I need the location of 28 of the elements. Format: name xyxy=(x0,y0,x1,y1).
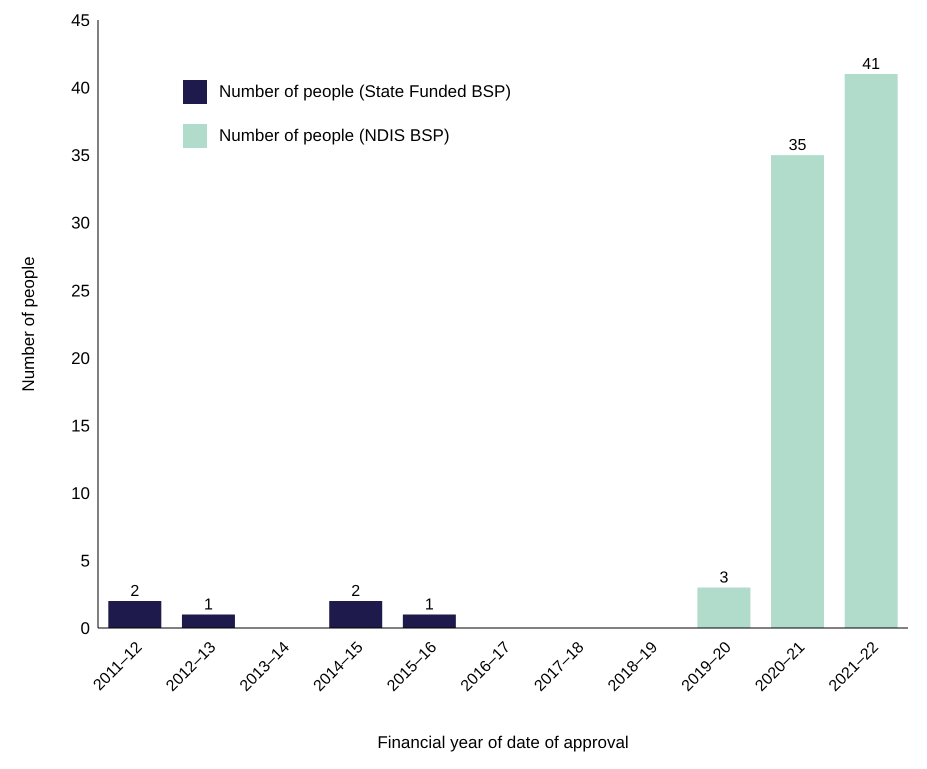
x-axis-title: Financial year of date of approval xyxy=(377,733,629,752)
data-label: 35 xyxy=(788,137,807,154)
legend-label: Number of people (State Funded BSP) xyxy=(219,82,511,102)
y-tick-label: 45 xyxy=(71,11,90,30)
legend-label: Number of people (NDIS BSP) xyxy=(219,126,450,146)
bar xyxy=(844,74,898,628)
bar xyxy=(697,587,750,628)
data-label: 1 xyxy=(204,596,213,614)
data-label: 41 xyxy=(862,56,880,74)
y-axis-title: Number of people xyxy=(19,256,38,392)
y-tick-label: 35 xyxy=(71,146,90,166)
y-tick-label: 10 xyxy=(71,484,90,503)
y-tick-label: 25 xyxy=(71,281,90,300)
bar xyxy=(182,614,235,628)
bar xyxy=(108,600,162,628)
data-label: 3 xyxy=(719,569,728,586)
data-label: 1 xyxy=(424,596,434,614)
bar xyxy=(771,155,824,628)
y-tick-label: 40 xyxy=(71,78,90,98)
bar xyxy=(402,614,456,628)
y-tick-label: 15 xyxy=(71,416,90,436)
data-label: 2 xyxy=(130,582,140,600)
y-tick-label: 0 xyxy=(80,619,90,638)
bar xyxy=(329,600,382,628)
y-tick-label: 20 xyxy=(71,348,90,368)
y-tick-label: 5 xyxy=(80,551,90,570)
y-tick-label: 30 xyxy=(71,214,90,233)
data-label: 2 xyxy=(351,582,360,600)
